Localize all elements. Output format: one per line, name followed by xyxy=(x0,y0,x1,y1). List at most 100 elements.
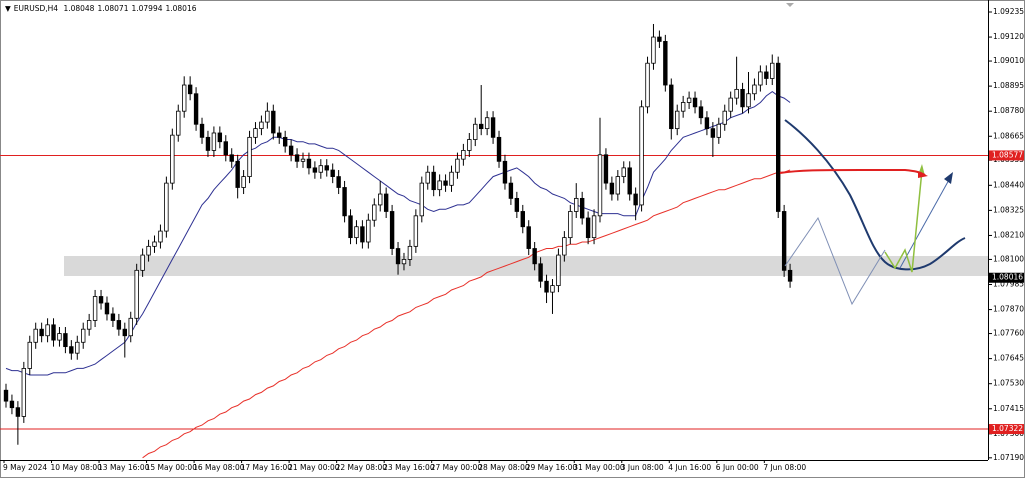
candle-body xyxy=(603,154,609,184)
x-tick-label: 6 Jun 00:00 xyxy=(716,463,759,472)
candle-body xyxy=(609,182,615,195)
y-tick-label: 1.07415 xyxy=(993,404,1024,413)
support-zone xyxy=(64,256,988,276)
candle-body xyxy=(437,180,442,191)
candle-body xyxy=(562,237,567,256)
candle-body xyxy=(3,389,9,402)
y-tick-label: 1.08780 xyxy=(993,106,1024,115)
candle-body xyxy=(407,245,413,260)
candle-body xyxy=(651,36,656,64)
candle-body xyxy=(781,211,787,271)
candle-body xyxy=(621,167,626,177)
candle-body xyxy=(473,123,478,140)
candle-body xyxy=(277,132,282,138)
arrow-head xyxy=(944,172,953,184)
candle-body xyxy=(716,123,721,138)
candle-body xyxy=(657,36,662,42)
candle-body xyxy=(205,136,211,151)
candle-body xyxy=(484,117,490,130)
candle-body xyxy=(419,182,424,217)
candle-body xyxy=(176,110,181,136)
candle-body xyxy=(146,245,151,256)
menu-triangle[interactable]: ▼ xyxy=(5,4,11,13)
candle-body xyxy=(734,88,739,99)
candle-body xyxy=(294,154,300,162)
x-tick-label: 31 May 00:00 xyxy=(573,463,625,472)
candle-body xyxy=(241,176,246,188)
x-tick-label: 17 May 16:00 xyxy=(241,463,293,472)
candle-body xyxy=(9,400,15,409)
green-path xyxy=(884,169,923,273)
candle-body xyxy=(722,110,727,125)
candle-body xyxy=(229,154,234,162)
candle-body xyxy=(342,187,347,217)
candle-body xyxy=(330,169,335,177)
candle-body xyxy=(69,346,74,354)
y-tick-label: 1.07645 xyxy=(993,354,1024,363)
candle-body xyxy=(360,226,365,243)
x-tick-label: 15 May 00:00 xyxy=(146,463,198,472)
y-tick-label: 1.07760 xyxy=(993,329,1024,338)
projection-path xyxy=(784,216,886,306)
candle-body xyxy=(680,102,686,112)
x-tick-label: 4 Jun 16:00 xyxy=(668,463,711,472)
candle-body xyxy=(461,150,466,160)
candle-body xyxy=(401,259,407,265)
candle-body xyxy=(532,248,537,265)
candle-body xyxy=(633,193,638,206)
candle-body xyxy=(92,296,98,321)
level-label-box xyxy=(989,150,1024,161)
candle-body xyxy=(627,167,632,195)
symbol: EURUSD,H4 xyxy=(13,4,59,13)
candle-body xyxy=(686,97,692,103)
candle-body xyxy=(675,110,680,130)
candle-body xyxy=(354,226,359,239)
candle-body xyxy=(51,324,56,341)
x-tick-label: 10 May 08:00 xyxy=(51,463,103,472)
candle-body xyxy=(312,167,318,173)
candle-body xyxy=(104,302,110,315)
candle-body xyxy=(265,110,270,123)
candle-body xyxy=(704,117,710,130)
candle-body xyxy=(383,193,389,212)
candle-body xyxy=(758,71,763,86)
quote-open: 1.08048 xyxy=(63,4,95,13)
candle-body xyxy=(288,145,294,156)
candle-body xyxy=(585,217,591,239)
candle-body xyxy=(181,84,187,112)
candle-body xyxy=(502,160,508,184)
candle-body xyxy=(15,407,21,417)
candle-body xyxy=(389,211,395,249)
level-label-box xyxy=(989,424,1024,435)
candle-body xyxy=(395,248,401,265)
x-tick-label: 27 May 00:00 xyxy=(431,463,483,472)
x-tick-label: 29 May 16:00 xyxy=(526,463,578,472)
candle-body xyxy=(526,226,531,249)
candle-body xyxy=(33,328,38,343)
candle-body xyxy=(752,84,757,95)
y-tick-label: 1.07870 xyxy=(993,305,1024,314)
candle-body xyxy=(425,171,430,184)
quote-low: 1.07994 xyxy=(131,4,163,13)
arrow-head xyxy=(918,171,928,178)
candle-body xyxy=(158,230,163,243)
candle-body xyxy=(63,333,68,348)
moving-average xyxy=(142,169,791,459)
quote-high: 1.08071 xyxy=(97,4,129,13)
y-tick-label: 1.08100 xyxy=(993,254,1024,263)
candle-body xyxy=(187,84,193,95)
candle-body xyxy=(199,123,205,138)
candle-body xyxy=(306,158,312,169)
candle-body xyxy=(27,341,32,369)
candle-body xyxy=(57,333,62,341)
y-tick-label: 1.08440 xyxy=(993,180,1024,189)
y-tick-label: 1.08895 xyxy=(993,81,1024,90)
x-tick-label: 21 May 00:00 xyxy=(288,463,340,472)
candle-body xyxy=(128,317,133,337)
price-label: 1.08016 xyxy=(992,273,1023,282)
candle-body xyxy=(39,328,44,337)
price-axis: 1.09235 1.09120 1.09010 1.08895 1.08780 1.086… xyxy=(3,7,1024,472)
candle-body xyxy=(164,182,169,232)
quote-close: 1.08016 xyxy=(165,4,197,13)
